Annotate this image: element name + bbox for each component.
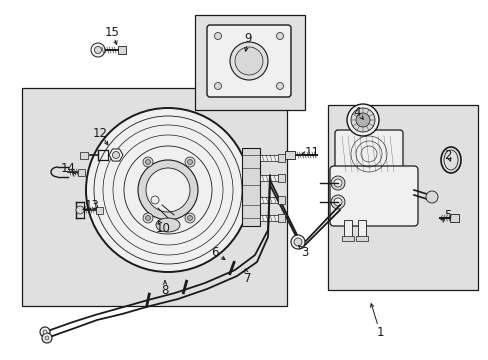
Text: 10: 10 — [155, 221, 170, 234]
Bar — [195, 15, 305, 110]
Text: 3: 3 — [301, 246, 308, 258]
Bar — [355, 236, 367, 241]
FancyBboxPatch shape — [206, 25, 290, 97]
Circle shape — [235, 47, 263, 75]
Circle shape — [333, 198, 341, 206]
Circle shape — [229, 42, 267, 80]
Circle shape — [333, 179, 341, 187]
Circle shape — [146, 168, 190, 212]
Text: 14: 14 — [61, 162, 75, 175]
Bar — [278, 154, 285, 162]
Bar — [242, 148, 260, 226]
Text: 7: 7 — [244, 271, 251, 284]
Bar — [278, 174, 285, 182]
Circle shape — [142, 213, 153, 223]
Bar — [341, 236, 353, 241]
Circle shape — [145, 216, 150, 220]
Circle shape — [45, 336, 49, 340]
Text: 4: 4 — [352, 105, 360, 118]
Circle shape — [91, 43, 105, 57]
Bar — [278, 214, 285, 222]
Text: 13: 13 — [84, 198, 99, 212]
Circle shape — [112, 152, 119, 158]
Text: 12: 12 — [92, 126, 107, 140]
Text: 5: 5 — [444, 208, 451, 221]
Circle shape — [293, 238, 302, 246]
Circle shape — [184, 213, 195, 223]
Circle shape — [187, 216, 192, 220]
Bar — [118, 46, 126, 54]
Text: 8: 8 — [161, 284, 168, 297]
Bar — [78, 168, 85, 176]
Circle shape — [214, 32, 221, 40]
Circle shape — [330, 176, 345, 190]
Circle shape — [40, 327, 50, 337]
Bar — [357, 220, 365, 238]
Bar — [80, 152, 88, 158]
Bar — [22, 88, 286, 306]
Bar — [96, 207, 103, 213]
Circle shape — [184, 157, 195, 167]
FancyBboxPatch shape — [334, 130, 402, 178]
Circle shape — [355, 113, 369, 127]
Text: 1: 1 — [375, 325, 383, 338]
Circle shape — [214, 82, 221, 90]
Circle shape — [151, 196, 159, 204]
Circle shape — [290, 235, 305, 249]
Circle shape — [276, 82, 283, 90]
Circle shape — [142, 157, 153, 167]
Circle shape — [145, 159, 150, 165]
Circle shape — [350, 108, 374, 132]
Text: 6: 6 — [211, 246, 218, 258]
Circle shape — [187, 159, 192, 165]
Circle shape — [138, 160, 198, 220]
Text: 2: 2 — [443, 149, 451, 162]
FancyBboxPatch shape — [329, 166, 417, 226]
Bar — [278, 196, 285, 204]
Bar — [260, 197, 280, 203]
Ellipse shape — [156, 218, 180, 232]
Circle shape — [94, 46, 102, 54]
Bar — [260, 215, 280, 221]
Circle shape — [86, 108, 249, 272]
Bar — [327, 105, 477, 290]
Circle shape — [330, 195, 345, 209]
Bar — [343, 220, 351, 238]
Bar — [449, 214, 458, 222]
Circle shape — [76, 206, 84, 214]
Text: 11: 11 — [304, 145, 319, 158]
Circle shape — [346, 104, 378, 136]
Circle shape — [425, 191, 437, 203]
Text: 15: 15 — [104, 26, 119, 39]
Bar — [260, 175, 280, 181]
Circle shape — [276, 32, 283, 40]
Bar — [285, 151, 294, 159]
Bar — [260, 155, 280, 161]
Circle shape — [43, 330, 47, 334]
Text: 9: 9 — [244, 32, 251, 45]
Circle shape — [42, 333, 52, 343]
